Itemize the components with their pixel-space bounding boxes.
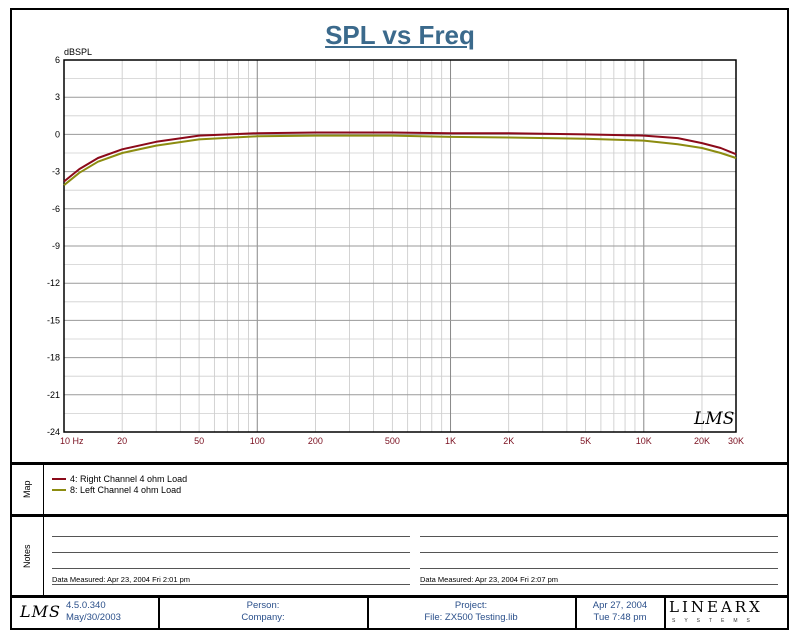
right-data-measured: Data Measured: Apr 23, 2004 Fri 2:07 pm [420, 575, 558, 584]
legend-entry: 4: Right Channel 4 ohm Load [52, 474, 187, 484]
x-tick-label: 2K [503, 436, 514, 446]
x-tick-label: 50 [194, 436, 204, 446]
y-tick-label: 3 [55, 92, 60, 102]
note-line [52, 536, 410, 537]
footer-divider [575, 596, 577, 629]
note-line [420, 552, 778, 553]
note-line [52, 584, 410, 585]
chart-title: SPL vs Freq [325, 20, 475, 50]
footer-divider [158, 596, 160, 629]
version: 4.5.0.340 [66, 600, 106, 611]
y-axis-label: dBSPL [64, 47, 92, 57]
x-tick-label: 20K [694, 436, 710, 446]
company-label: Company: [241, 612, 285, 623]
y-tick-label: -3 [52, 167, 60, 177]
map-label: Map [22, 480, 32, 498]
lms-watermark: LMS [693, 409, 734, 429]
notes-divider [43, 517, 44, 595]
x-tick-label: 30K [728, 436, 744, 446]
lms-logo: LMS [20, 602, 61, 621]
legend-swatch [52, 489, 66, 491]
x-tick-label: 1K [445, 436, 456, 446]
note-line [420, 536, 778, 537]
x-tick-label: 100 [250, 436, 265, 446]
y-tick-label: -6 [52, 204, 60, 214]
x-tick-label: 20 [117, 436, 127, 446]
project-label: Project: [454, 600, 488, 611]
x-tick-label: 10 Hz [60, 436, 84, 446]
note-line [52, 568, 410, 569]
linearx-brand-sub: SYSTEMS [672, 618, 759, 624]
map-divider [43, 465, 44, 514]
person-block: Person: Company: [160, 596, 366, 628]
y-tick-label: -18 [47, 353, 60, 363]
plot-border [63, 59, 737, 433]
footer-separator-top [10, 595, 789, 598]
y-tick-label: 6 [55, 55, 60, 65]
y-tick-label: 0 [55, 129, 60, 139]
y-tick-label: -12 [47, 278, 60, 288]
x-tick-label: 200 [308, 436, 323, 446]
x-tick-label: 5K [580, 436, 591, 446]
legend-swatch [52, 478, 66, 480]
version-block: 4.5.0.340 May/30/2003 [66, 596, 156, 628]
notes-separator-top [10, 514, 789, 517]
legend-label: 8: Left Channel 4 ohm Load [70, 485, 182, 495]
version-date: May/30/2003 [66, 612, 121, 623]
legend-entry: 8: Left Channel 4 ohm Load [52, 485, 181, 495]
footer-divider [664, 596, 666, 629]
x-tick-label: 500 [385, 436, 400, 446]
footer-divider [367, 596, 369, 629]
y-tick-label: -9 [52, 241, 60, 251]
person-label: Person: [246, 600, 280, 611]
footer-date: Apr 27, 2004 [592, 600, 648, 611]
note-line [52, 552, 410, 553]
notes-label: Notes [22, 544, 32, 568]
y-tick-label: -21 [47, 390, 60, 400]
y-tick-label: -15 [47, 315, 60, 325]
y-tick-label: -24 [47, 427, 60, 437]
file-label: File: ZX500 Testing.lib [424, 612, 518, 623]
series-line [63, 134, 737, 186]
project-block: Project: File: ZX500 Testing.lib [369, 596, 573, 628]
left-data-measured: Data Measured: Apr 23, 2004 Fri 2:01 pm [52, 575, 190, 584]
map-separator-top [10, 462, 789, 465]
report-frame [10, 8, 789, 630]
date-block: Apr 27, 2004 Tue 7:48 pm [577, 596, 663, 628]
note-line [420, 568, 778, 569]
footer-time: Tue 7:48 pm [593, 612, 647, 623]
linearx-brand: LINEARX [669, 598, 763, 616]
note-line [420, 584, 778, 585]
series-line [63, 131, 737, 183]
x-tick-label: 10K [636, 436, 652, 446]
legend-label: 4: Right Channel 4 ohm Load [70, 474, 188, 484]
